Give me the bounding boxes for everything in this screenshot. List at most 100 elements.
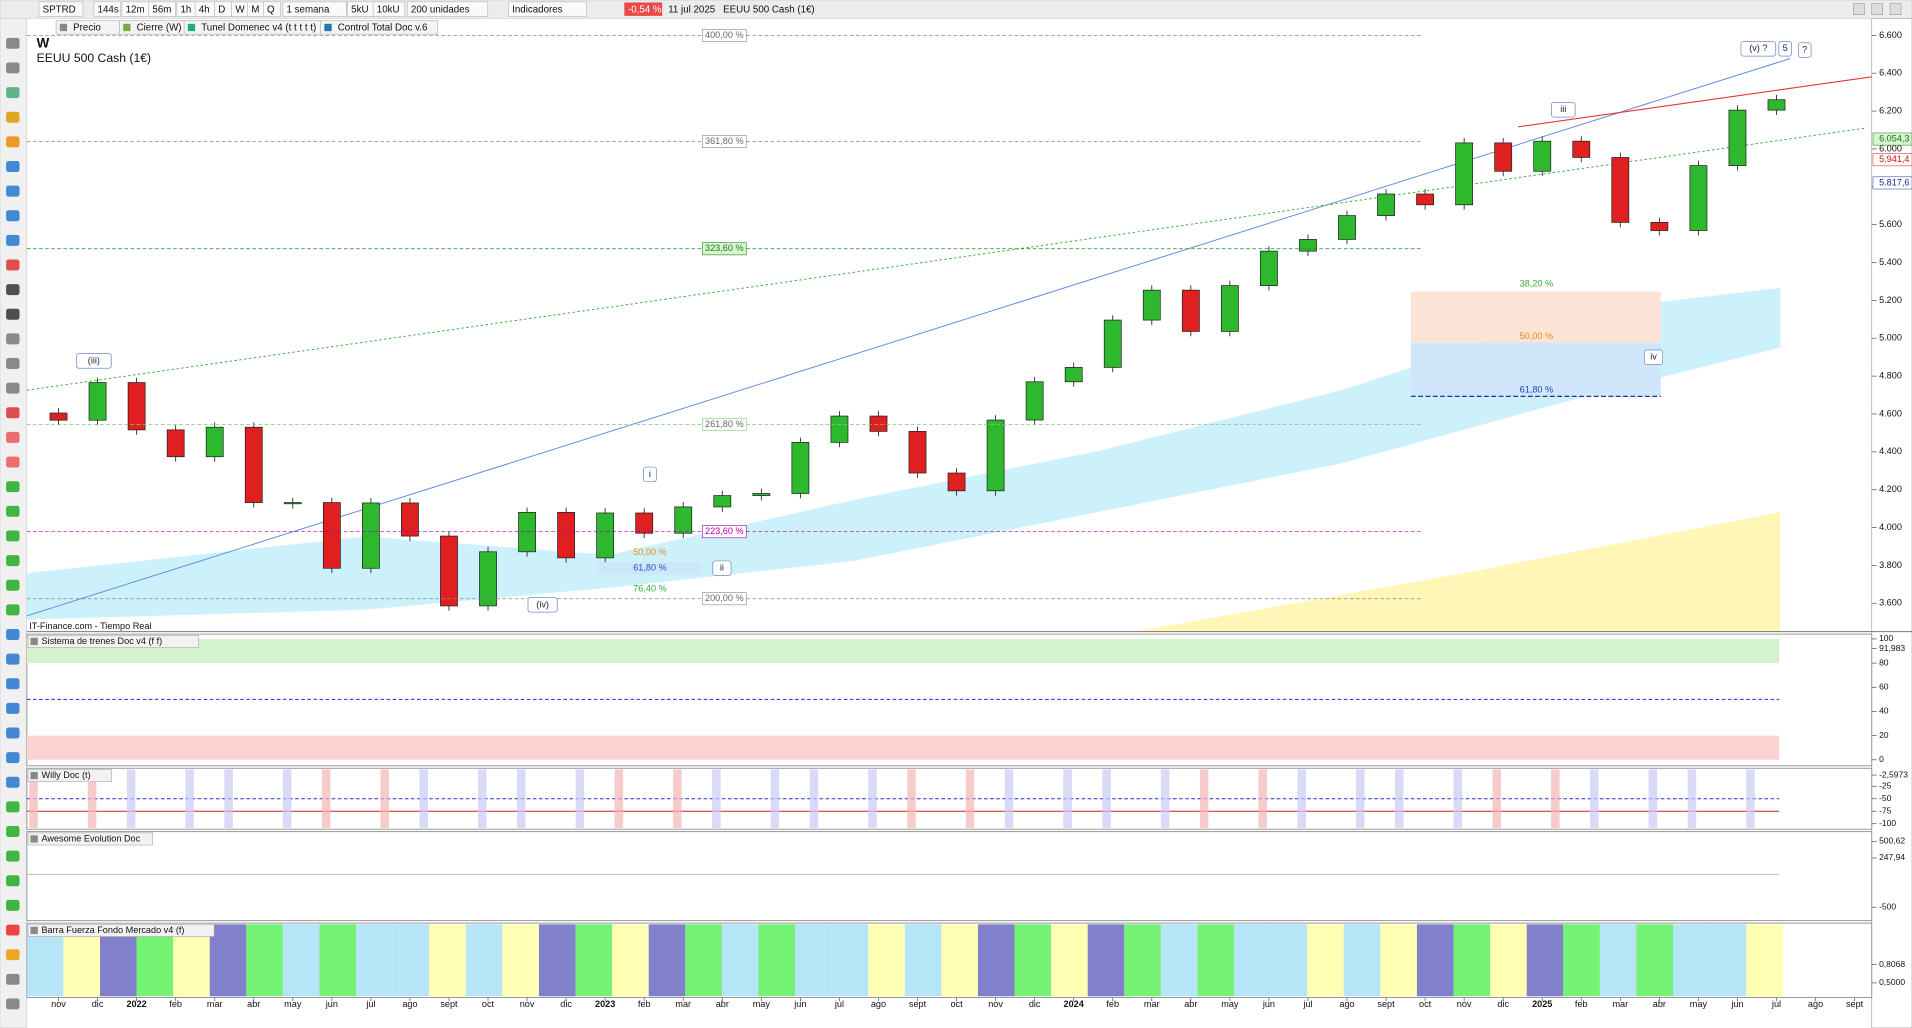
toolbar-button[interactable] <box>508 1 587 17</box>
tool-icon[interactable] <box>6 481 20 493</box>
x-tick-label: mar <box>1144 999 1160 1009</box>
candle <box>752 493 771 496</box>
toolbar-label[interactable]: W <box>235 4 245 15</box>
tool-icon[interactable] <box>6 505 20 517</box>
toolbar-label[interactable]: 5kU <box>351 4 368 15</box>
tool-icon[interactable] <box>6 727 20 739</box>
trend-line <box>1518 76 1872 128</box>
toolbar-button[interactable] <box>148 1 176 17</box>
tool-icon[interactable] <box>6 308 20 320</box>
tool-icon[interactable] <box>6 530 20 542</box>
tab-label[interactable]: Tunel Domenec v4 (t t t t t) <box>201 23 316 34</box>
toolbar-label[interactable]: 4h <box>199 4 210 15</box>
shade-stripe <box>868 769 877 828</box>
tool-icon[interactable] <box>6 62 20 74</box>
tool-icon[interactable] <box>6 604 20 616</box>
x-tick-label: may <box>753 999 771 1009</box>
tool-icon[interactable] <box>6 431 20 443</box>
tab-label[interactable]: Cierre (W) <box>137 23 182 34</box>
window-button[interactable] <box>1889 3 1902 15</box>
tool-icon[interactable] <box>6 653 20 665</box>
price-tag-label: 5.817,6 <box>1879 177 1909 187</box>
background-block <box>1343 924 1381 997</box>
shade-stripe <box>1687 769 1697 828</box>
tool-icon[interactable] <box>6 37 20 49</box>
tool-icon[interactable] <box>6 111 20 123</box>
panel-title-box[interactable] <box>27 769 113 782</box>
tool-icon[interactable] <box>6 407 20 419</box>
price-tag-label: 6.054,3 <box>1879 133 1909 143</box>
x-tick-label: 2025 <box>1532 999 1552 1009</box>
toolbar-label[interactable]: Q <box>267 4 275 15</box>
panel-title-box[interactable] <box>27 635 200 648</box>
toolbar-button[interactable] <box>406 1 489 17</box>
indicator-tab[interactable] <box>320 20 439 35</box>
tool-icon[interactable] <box>6 998 20 1010</box>
toolbar-button[interactable] <box>93 1 122 17</box>
shade-stripe <box>1394 769 1404 828</box>
toolbar-button[interactable] <box>38 1 84 17</box>
tool-icon[interactable] <box>6 333 20 345</box>
tool-icon[interactable] <box>6 949 20 961</box>
toolbar-label[interactable]: 12m <box>126 4 145 15</box>
tool-icon[interactable] <box>6 87 20 99</box>
x-tick-label: 2022 <box>126 999 146 1009</box>
shade-stripe <box>965 769 975 828</box>
toolbar-label[interactable]: D <box>218 4 225 15</box>
toolbar-label[interactable]: 1 semana <box>287 4 330 15</box>
tool-icon[interactable] <box>6 160 20 172</box>
toolbar-label[interactable]: SPTRD <box>43 4 76 15</box>
panel-title-box[interactable] <box>27 924 215 937</box>
toolbar-label[interactable]: 200 unidades <box>411 4 470 15</box>
tool-icon[interactable] <box>6 850 20 862</box>
toolbar-label[interactable]: 144s <box>98 4 119 15</box>
wave-label: ? <box>1802 44 1807 54</box>
window-button[interactable] <box>1871 3 1884 15</box>
window-button[interactable] <box>1853 3 1865 15</box>
tool-icon[interactable] <box>6 628 20 640</box>
tool-icon[interactable] <box>6 924 20 936</box>
background-block <box>538 924 576 997</box>
toolbar-button[interactable] <box>263 1 281 17</box>
toolbar-label[interactable]: Indicadores <box>512 4 563 15</box>
panel-title-box[interactable] <box>27 832 153 846</box>
y-tick-label: 500,62 <box>1879 836 1905 846</box>
background-block <box>1453 924 1491 997</box>
tool-icon[interactable] <box>6 259 20 271</box>
toolbar-label[interactable]: M <box>251 4 259 15</box>
panel-title: Willy Doc (t) <box>41 770 90 780</box>
tab-label[interactable]: Control Total Doc v.6 <box>338 23 428 34</box>
toolbar-label[interactable]: 56m <box>152 4 171 15</box>
tab-label[interactable]: Precio <box>73 23 101 34</box>
tool-icon[interactable] <box>6 899 20 911</box>
toolbar-button[interactable] <box>372 1 406 17</box>
toolbar-label[interactable]: 10kU <box>377 4 400 15</box>
candle <box>127 382 146 431</box>
shade-stripe <box>1453 769 1463 828</box>
tool-icon[interactable] <box>6 579 20 591</box>
date-label: 11 jul 2025 <box>668 4 716 15</box>
y-tick-label: 4.800 <box>1879 371 1902 381</box>
tool-icon[interactable] <box>6 875 20 887</box>
tool-icon[interactable] <box>6 555 20 567</box>
tool-icon[interactable] <box>6 973 20 985</box>
candle <box>1220 285 1239 332</box>
tool-icon[interactable] <box>6 382 20 394</box>
tool-icon[interactable] <box>6 185 20 197</box>
tool-icon[interactable] <box>6 136 20 148</box>
tool-icon[interactable] <box>6 678 20 690</box>
x-tick-label: sept <box>1846 999 1864 1009</box>
toolbar-label[interactable]: 1h <box>180 4 191 15</box>
tool-icon[interactable] <box>6 801 20 813</box>
tool-icon[interactable] <box>6 234 20 246</box>
tool-icon[interactable] <box>6 284 20 296</box>
tool-icon[interactable] <box>6 776 20 788</box>
tool-icon[interactable] <box>6 456 20 468</box>
tool-icon[interactable] <box>6 826 20 838</box>
tool-icon[interactable] <box>6 702 20 714</box>
toolbar-button[interactable] <box>282 1 347 17</box>
tool-icon[interactable] <box>6 358 20 370</box>
tool-icon[interactable] <box>6 752 20 764</box>
shade-stripe <box>1492 769 1502 828</box>
tool-icon[interactable] <box>6 210 20 222</box>
